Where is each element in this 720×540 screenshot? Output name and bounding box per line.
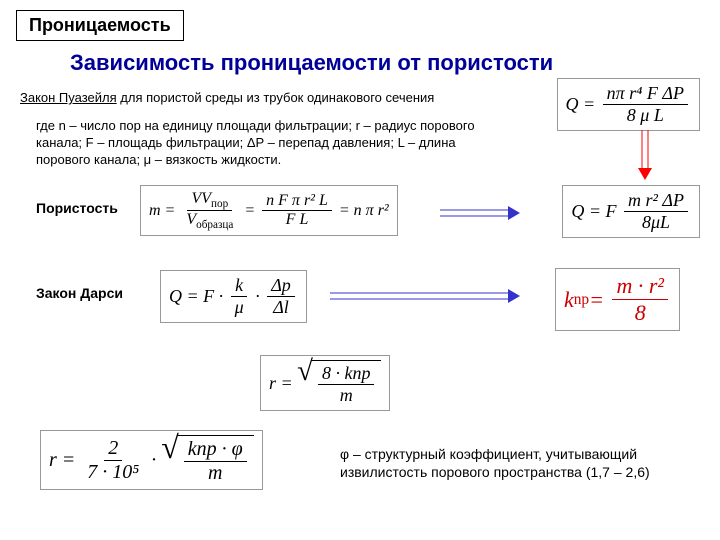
darcy-mu: μ [231,297,248,318]
m-c: n π r² [354,202,389,220]
phi-text: φ – структурный коэффициент, учитывающий… [340,445,690,481]
formula-q-m: Q = F m r² ΔP8μL [562,185,700,238]
formula-q-poiseuille: Q = nπ r⁴ F ΔP8 μ L [557,78,701,131]
label-porosity: Пористость [36,200,118,216]
title-box: Проницаемость [16,10,184,41]
page-heading: Зависимость проницаемости от пористости [70,50,553,76]
label-darcy: Закон Дарси [36,285,123,301]
formula-m-chain: m = VVпорVпорVобразца = n F π r² LF L = … [140,185,398,236]
formula-darcy: Q = F · kμ · ΔpΔl [160,270,307,323]
law-rest: для пористой среды из трубок одинакового… [117,90,435,105]
knp-den: 8 [631,300,650,326]
r2-cden: 7 · 10⁵ [83,461,143,484]
law-line: Закон Пуазейля для пористой среды из тру… [20,90,480,107]
knp-num: m · r² [612,273,668,300]
q-pois-den: 8 μ L [623,105,668,126]
r2-snum: kпр · φ [184,438,247,462]
law-prefix: Закон Пуазейля [20,90,117,105]
m-b-num: n F π r² L [262,192,332,211]
r1-num: 8 · kпр [318,363,375,385]
r2-sden: m [204,462,226,485]
formula-knp: knp = m · r²8 [555,268,680,331]
formula-r-phi: r = 27 · 10⁵ · √kпр · φm [40,430,263,490]
q-pois-num: nπ r⁴ F ΔP [603,83,688,105]
arrow-down-red [635,130,655,180]
darcy-k: k [231,275,247,297]
r1-den: m [336,385,357,406]
darcy-dl: Δl [269,297,293,318]
r2-cnum: 2 [104,437,122,461]
qm-num: m r² ΔP [624,190,688,212]
where-text: где n – число пор на единицу площади фил… [36,118,476,169]
darcy-dp: Δp [267,275,295,297]
m-b-den: F L [282,211,313,229]
formula-r-sqrt1: r = √8 · kпрm [260,355,390,411]
qm-den: 8μL [638,212,674,233]
